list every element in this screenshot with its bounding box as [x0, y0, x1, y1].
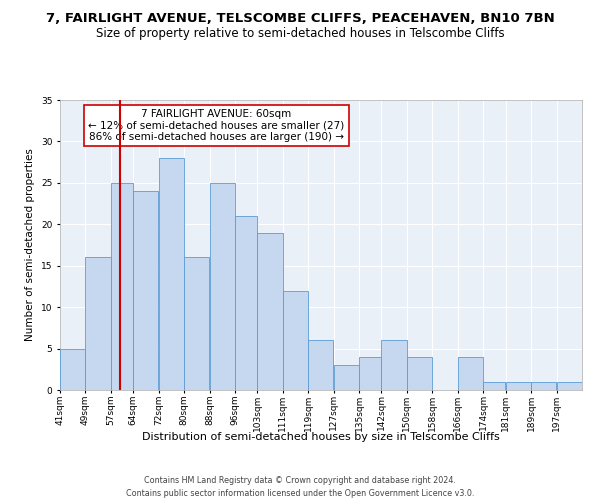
Bar: [133, 191, 158, 390]
Bar: [184, 258, 209, 390]
Text: Size of property relative to semi-detached houses in Telscombe Cliffs: Size of property relative to semi-detach…: [95, 28, 505, 40]
Text: 7, FAIRLIGHT AVENUE, TELSCOMBE CLIFFS, PEACEHAVEN, BN10 7BN: 7, FAIRLIGHT AVENUE, TELSCOMBE CLIFFS, P…: [46, 12, 554, 26]
Bar: [235, 216, 257, 390]
Text: Distribution of semi-detached houses by size in Telscombe Cliffs: Distribution of semi-detached houses by …: [142, 432, 500, 442]
Bar: [308, 340, 334, 390]
Bar: [209, 183, 235, 390]
Bar: [407, 357, 432, 390]
Y-axis label: Number of semi-detached properties: Number of semi-detached properties: [25, 148, 35, 342]
Bar: [458, 357, 483, 390]
Bar: [557, 382, 582, 390]
Bar: [334, 365, 359, 390]
Bar: [158, 158, 184, 390]
Bar: [85, 258, 110, 390]
Bar: [283, 290, 308, 390]
Bar: [382, 340, 407, 390]
Bar: [484, 382, 505, 390]
Bar: [506, 382, 531, 390]
Bar: [111, 183, 133, 390]
Bar: [257, 232, 283, 390]
Bar: [531, 382, 556, 390]
Bar: [60, 348, 85, 390]
Text: Contains HM Land Registry data © Crown copyright and database right 2024.
Contai: Contains HM Land Registry data © Crown c…: [126, 476, 474, 498]
Text: 7 FAIRLIGHT AVENUE: 60sqm
← 12% of semi-detached houses are smaller (27)
86% of : 7 FAIRLIGHT AVENUE: 60sqm ← 12% of semi-…: [88, 108, 345, 142]
Bar: [359, 357, 381, 390]
